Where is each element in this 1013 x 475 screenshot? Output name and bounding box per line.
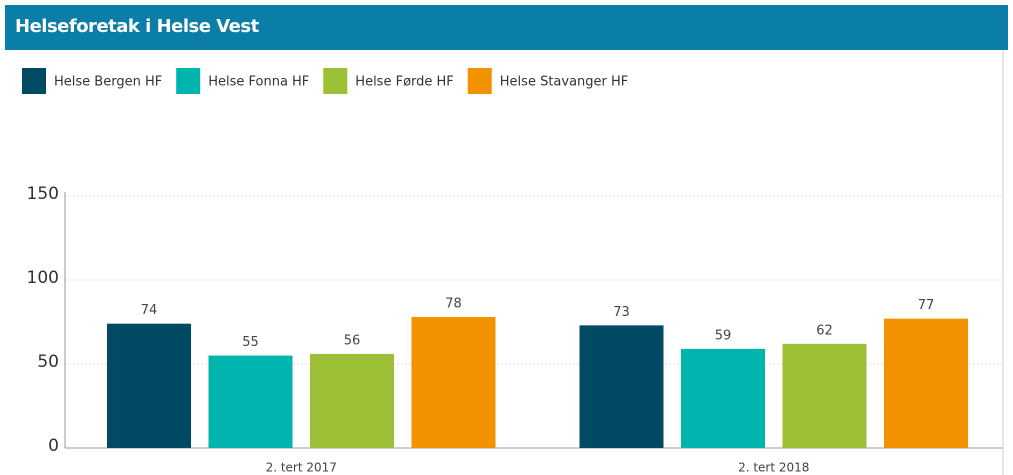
panel-header: Helseforetak i Helse Vest <box>5 5 1008 50</box>
data-label: 62 <box>816 323 833 338</box>
data-label: 74 <box>141 303 158 318</box>
y-tick-label: 150 <box>27 184 59 204</box>
legend-swatch <box>176 68 201 94</box>
panel-title: Helseforetak i Helse Vest <box>15 16 259 37</box>
bar <box>579 325 664 448</box>
data-label: 56 <box>344 333 361 348</box>
data-label: 55 <box>242 335 259 350</box>
y-tick-label: 50 <box>37 352 59 372</box>
bar <box>411 316 496 448</box>
data-label: 78 <box>445 296 462 311</box>
data-label: 77 <box>918 298 935 313</box>
y-tick-label: 100 <box>27 268 59 288</box>
x-tick-label: 2. tert 2017 <box>266 461 337 475</box>
legend-swatch <box>323 68 348 94</box>
legend-label: Helse Stavanger HF <box>500 75 628 90</box>
bar <box>884 318 968 448</box>
x-tick-label: 2. tert 2018 <box>738 461 809 475</box>
data-label: 59 <box>715 328 732 343</box>
bar <box>782 343 867 448</box>
bar <box>107 323 191 448</box>
bar <box>208 355 293 448</box>
bar <box>681 348 765 448</box>
legend-label: Helse Fonna HF <box>208 75 309 90</box>
bar <box>310 353 394 448</box>
data-label: 73 <box>613 305 630 320</box>
legend-label: Helse Førde HF <box>355 75 453 90</box>
legend-label: Helse Bergen HF <box>54 75 162 90</box>
y-tick-label: 0 <box>48 436 59 456</box>
legend-swatch <box>22 68 46 94</box>
legend-swatch <box>467 68 492 94</box>
